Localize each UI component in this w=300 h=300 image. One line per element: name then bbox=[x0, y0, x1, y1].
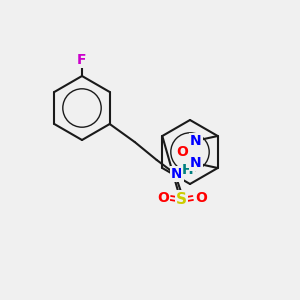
Text: N: N bbox=[190, 156, 202, 170]
Text: O: O bbox=[176, 145, 188, 159]
Text: S: S bbox=[176, 191, 187, 206]
Text: N: N bbox=[171, 167, 182, 181]
Text: N: N bbox=[190, 134, 202, 148]
Text: F: F bbox=[77, 53, 87, 67]
Text: H: H bbox=[182, 163, 194, 177]
Text: O: O bbox=[157, 191, 169, 205]
Text: O: O bbox=[195, 191, 207, 205]
